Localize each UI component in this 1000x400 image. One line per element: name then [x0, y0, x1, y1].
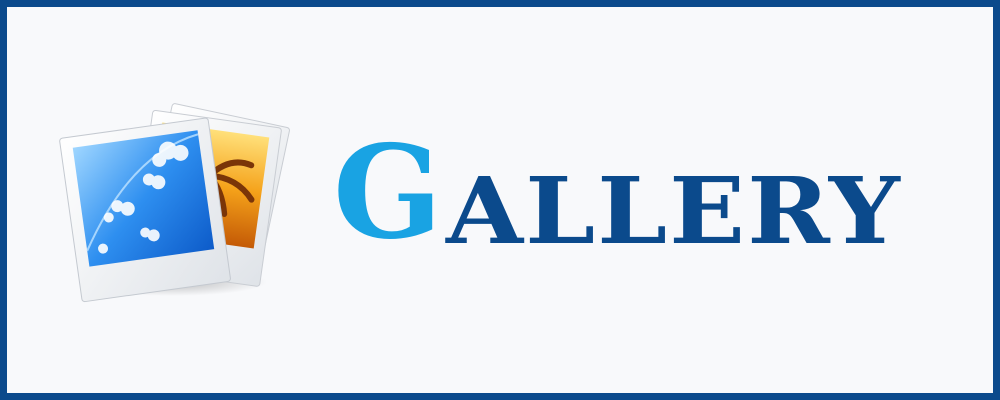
photo-stack-icon	[57, 92, 297, 307]
gallery-title: G ALLERY	[333, 118, 900, 268]
title-initial: G	[333, 118, 443, 268]
title-rest: ALLERY	[446, 157, 903, 265]
